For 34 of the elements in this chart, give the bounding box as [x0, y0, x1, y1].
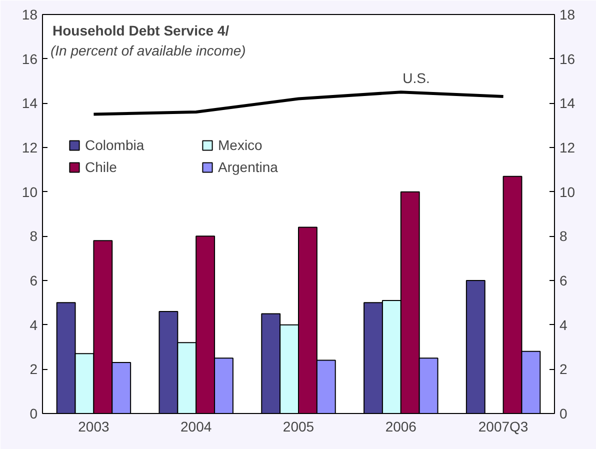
y2-tick-label: 8	[560, 228, 568, 244]
y2-tick-label: 6	[560, 272, 568, 288]
y-tick-label: 2	[30, 361, 38, 378]
y2-tick-label: 14	[560, 95, 576, 112]
y2-tick-label: 2	[560, 361, 568, 378]
legend-label: Colombia	[85, 137, 146, 153]
series-label: U.S.	[402, 70, 430, 86]
y-tick-label: 16	[22, 50, 38, 67]
x-tick-label: 2003	[78, 418, 110, 434]
y2-tick-label: 4	[560, 316, 568, 333]
y2-tick-label: 12	[560, 140, 576, 156]
y2-tick-label: 16	[560, 50, 576, 67]
bar	[466, 280, 486, 414]
y-tick-label: 18	[22, 6, 38, 22]
y-tick-label: 0	[30, 406, 38, 422]
text: (In percent of available income)	[50, 42, 246, 58]
y2-tick-label: 0	[560, 406, 568, 422]
legend-label: Chile	[85, 159, 118, 175]
y-tick-label: 14	[22, 95, 38, 112]
y-tick-label: 10	[22, 184, 38, 200]
y-tick-label: 4	[30, 316, 38, 333]
x-tick-label: 2004	[180, 418, 212, 434]
y-tick-label: 6	[30, 272, 38, 288]
y2-tick-label: 10	[560, 184, 576, 200]
legend-label: Mexico	[218, 137, 264, 153]
line-series	[92, 90, 505, 116]
y-tick-label: 12	[22, 140, 38, 156]
y2-tick-label: 18	[560, 6, 576, 22]
x-tick-label: 2007Q3	[478, 418, 528, 434]
y-tick-label: 8	[30, 228, 38, 244]
legend-label: Argentina	[218, 159, 279, 175]
text: Household Debt Service 4/	[52, 22, 230, 38]
x-tick-label: 2006	[385, 418, 417, 434]
x-tick-label: 2005	[282, 418, 314, 434]
